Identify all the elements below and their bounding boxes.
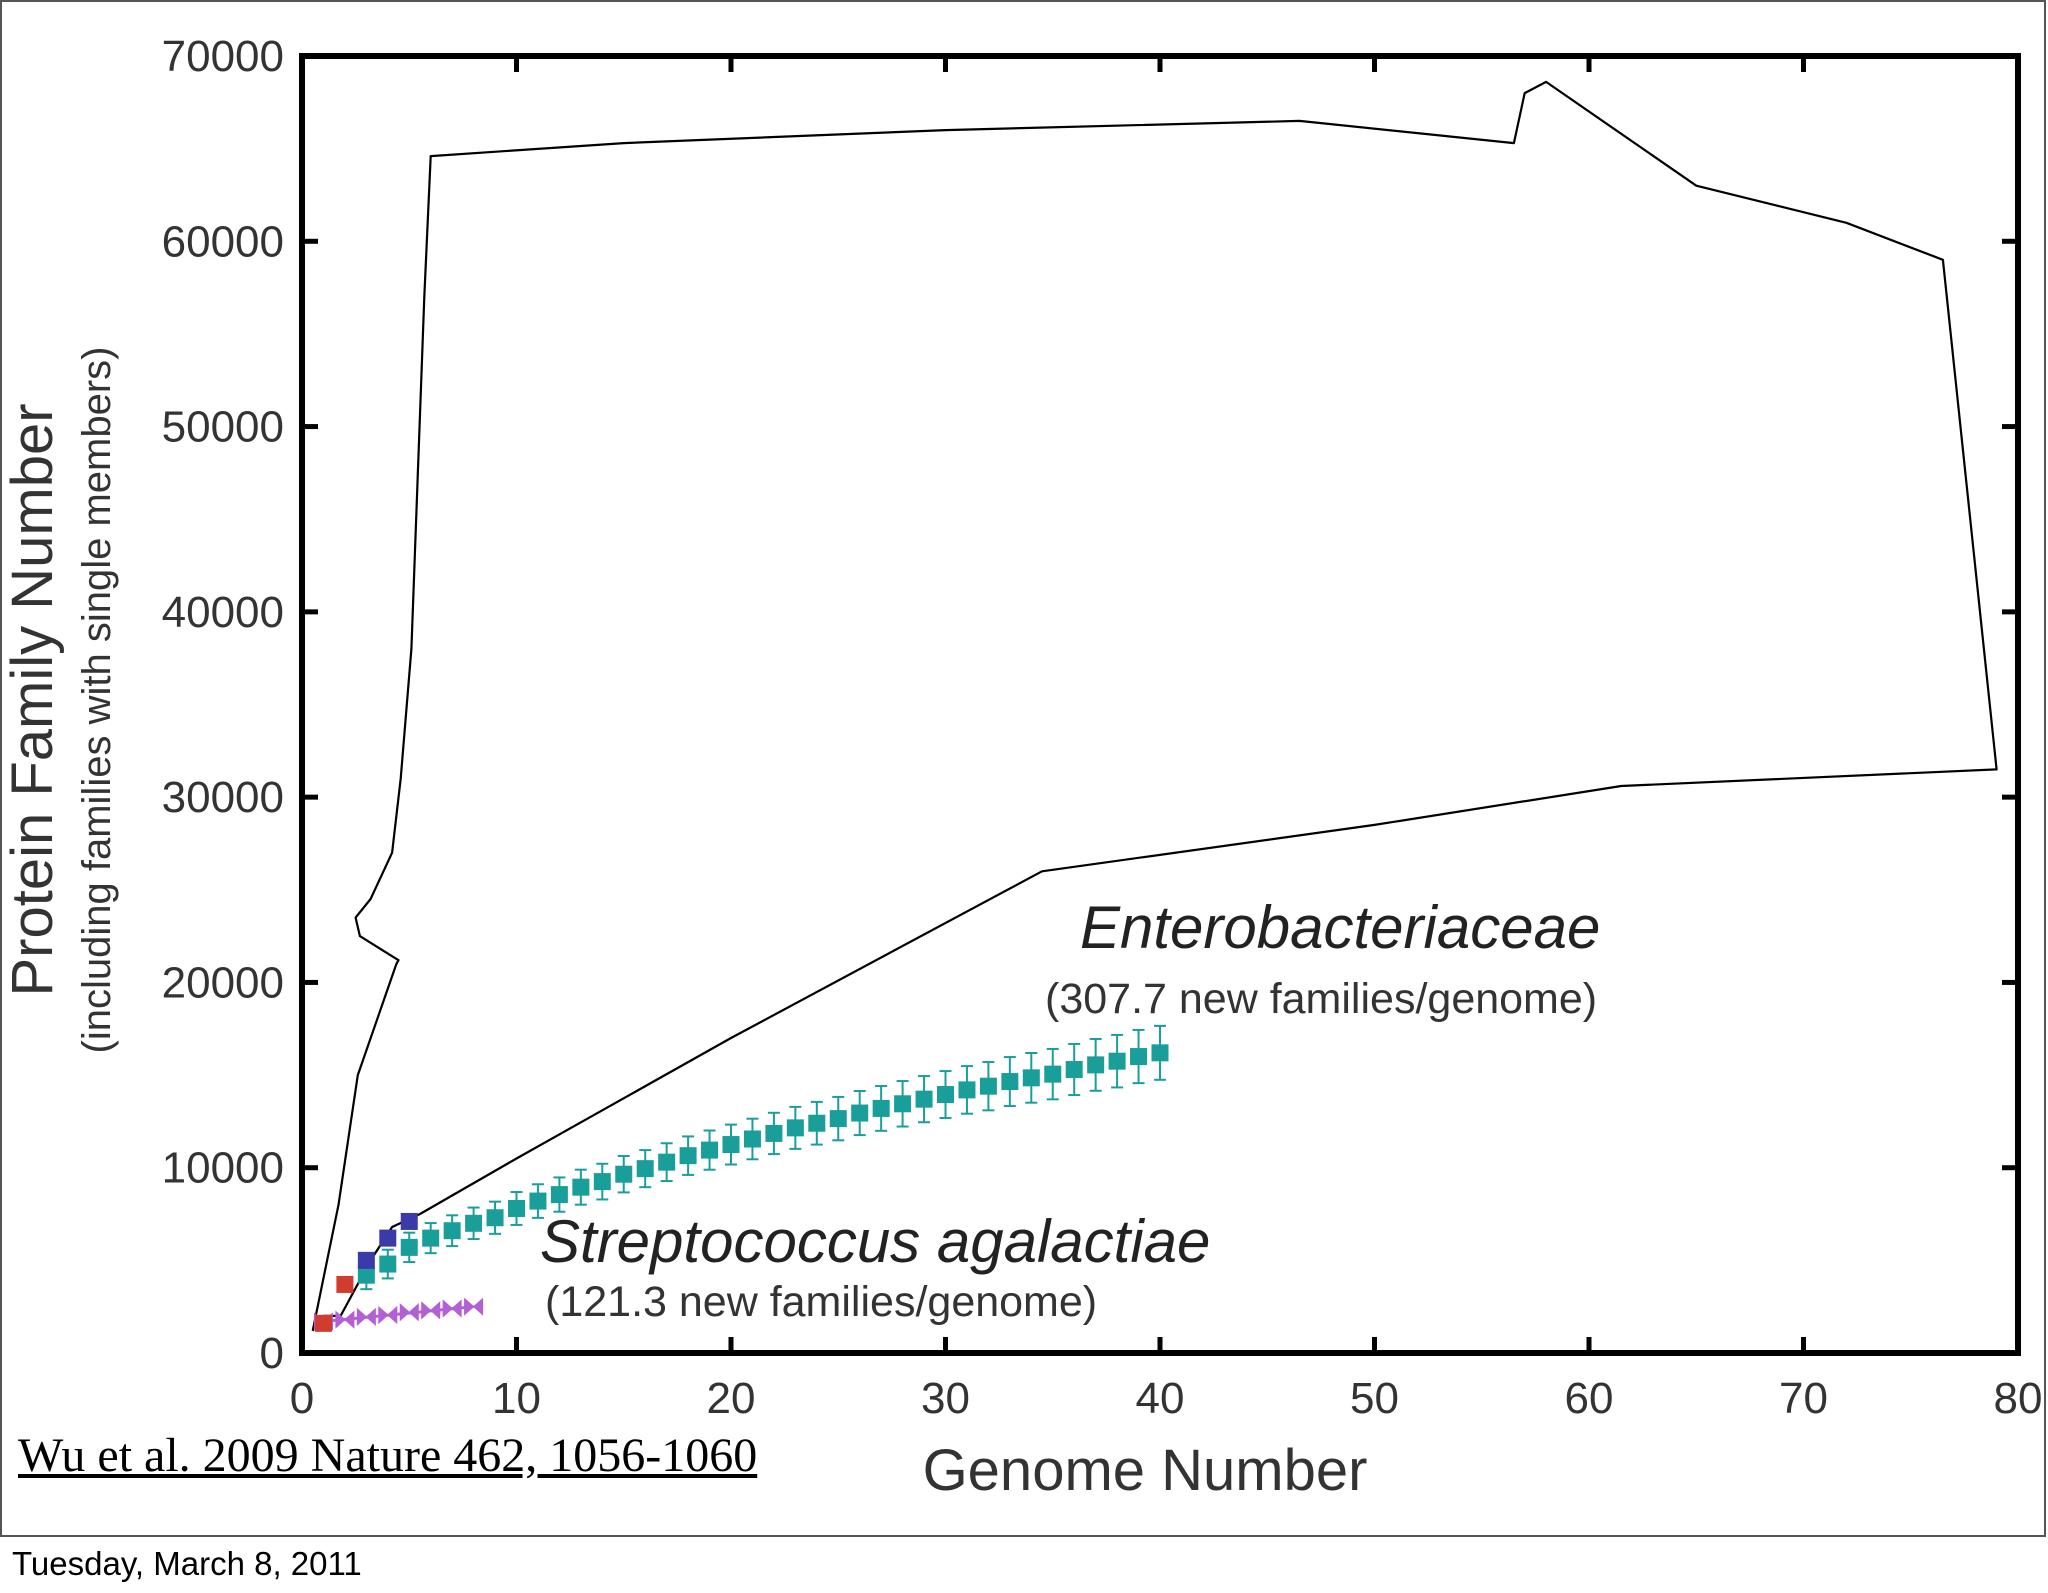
data-point — [1151, 1044, 1169, 1062]
data-point — [1087, 1056, 1105, 1074]
data-point — [658, 1153, 676, 1171]
data-point — [1130, 1048, 1148, 1066]
data-point — [829, 1110, 847, 1128]
data-point — [1044, 1065, 1062, 1083]
data-point — [679, 1147, 697, 1165]
x-tick-label: 60 — [1565, 1374, 1614, 1423]
y-tick-label: 70000 — [162, 32, 284, 81]
chart-series — [313, 1024, 1169, 1332]
data-point — [872, 1099, 890, 1117]
y-tick-label: 20000 — [162, 958, 284, 1007]
series-3 — [357, 1212, 418, 1269]
y-tick-label: 50000 — [162, 403, 284, 452]
data-point — [572, 1178, 590, 1196]
data-point — [851, 1104, 869, 1122]
data-point — [937, 1086, 954, 1104]
data-point — [1022, 1069, 1040, 1087]
x-tick-label: 30 — [921, 1374, 970, 1423]
data-point — [722, 1136, 740, 1154]
annotation-enterobacteriaceae-rate: (307.7 new families/genome) — [1045, 975, 1597, 1023]
data-point — [550, 1186, 568, 1204]
axis-ticks — [299, 53, 2021, 1356]
annotation-streptococcus-rate: (121.3 new families/genome) — [545, 1278, 1097, 1326]
data-point — [357, 1266, 375, 1284]
x-tick-label: 10 — [492, 1374, 541, 1423]
data-point — [379, 1255, 397, 1273]
data-point — [357, 1251, 375, 1269]
series-0 — [357, 1024, 1169, 1291]
series-line — [323, 1305, 474, 1323]
outline-path — [311, 80, 1998, 1332]
enclosing-outline — [311, 80, 1998, 1332]
data-point — [1001, 1073, 1019, 1091]
y-tick-label: 60000 — [162, 217, 284, 266]
citation-link[interactable]: Wu et al. 2009 Nature 462, 1056-1060 — [18, 1429, 758, 1482]
data-point — [743, 1130, 761, 1148]
data-point — [765, 1124, 783, 1142]
data-point — [1065, 1061, 1083, 1079]
data-point — [400, 1212, 418, 1230]
x-tick-label: 40 — [1136, 1374, 1185, 1423]
plot-area-border — [299, 53, 2021, 1356]
y-tick-label: 10000 — [162, 1144, 284, 1193]
data-point — [1108, 1052, 1126, 1070]
data-point — [979, 1077, 997, 1095]
annotation-enterobacteriaceae-title: Enterobacteriaceae — [1080, 894, 1600, 961]
data-point — [958, 1081, 976, 1099]
axis-tick-labels: 0 10 20 30 40 50 60 70 80 0 10000 20000 30000 40000 50… — [162, 32, 2043, 1423]
data-point — [443, 1222, 461, 1240]
y-tick-label: 0 — [260, 1329, 284, 1378]
data-point — [786, 1119, 804, 1137]
protein-family-chart: 0 10 20 30 40 50 60 70 80 0 10000 20000 30000 40000 50… — [0, 32, 2043, 1503]
annotation-streptococcus-title: Streptococcus agalactiae — [540, 1208, 1210, 1275]
x-tick-label: 70 — [1779, 1374, 1828, 1423]
data-point — [808, 1114, 826, 1132]
data-point — [465, 1214, 483, 1232]
footer-date: Tuesday, March 8, 2011 — [12, 1545, 362, 1582]
x-tick-label: 0 — [290, 1374, 314, 1423]
y-axis-sublabel: (including families with single members) — [75, 347, 119, 1054]
data-point — [314, 1314, 332, 1332]
data-point — [379, 1229, 397, 1247]
data-point — [636, 1160, 654, 1178]
data-point — [508, 1199, 525, 1217]
y-tick-label: 30000 — [162, 773, 284, 822]
data-point — [593, 1173, 611, 1191]
x-tick-label: 80 — [1994, 1374, 2043, 1423]
series-2 — [314, 1275, 354, 1332]
data-point — [615, 1165, 633, 1183]
data-point — [701, 1141, 719, 1159]
data-point — [422, 1229, 440, 1247]
data-point — [529, 1192, 547, 1210]
data-point — [400, 1238, 418, 1256]
data-point — [336, 1275, 354, 1293]
series-1 — [313, 1297, 484, 1331]
y-tick-label: 40000 — [162, 588, 284, 637]
y-axis-label: Protein Family Number — [0, 403, 65, 996]
x-tick-label: 50 — [1350, 1374, 1399, 1423]
x-axis-label: Genome Number — [923, 1438, 1368, 1503]
data-point — [486, 1209, 504, 1227]
data-point — [894, 1095, 912, 1113]
x-tick-label: 20 — [707, 1374, 756, 1423]
data-point — [915, 1090, 933, 1108]
